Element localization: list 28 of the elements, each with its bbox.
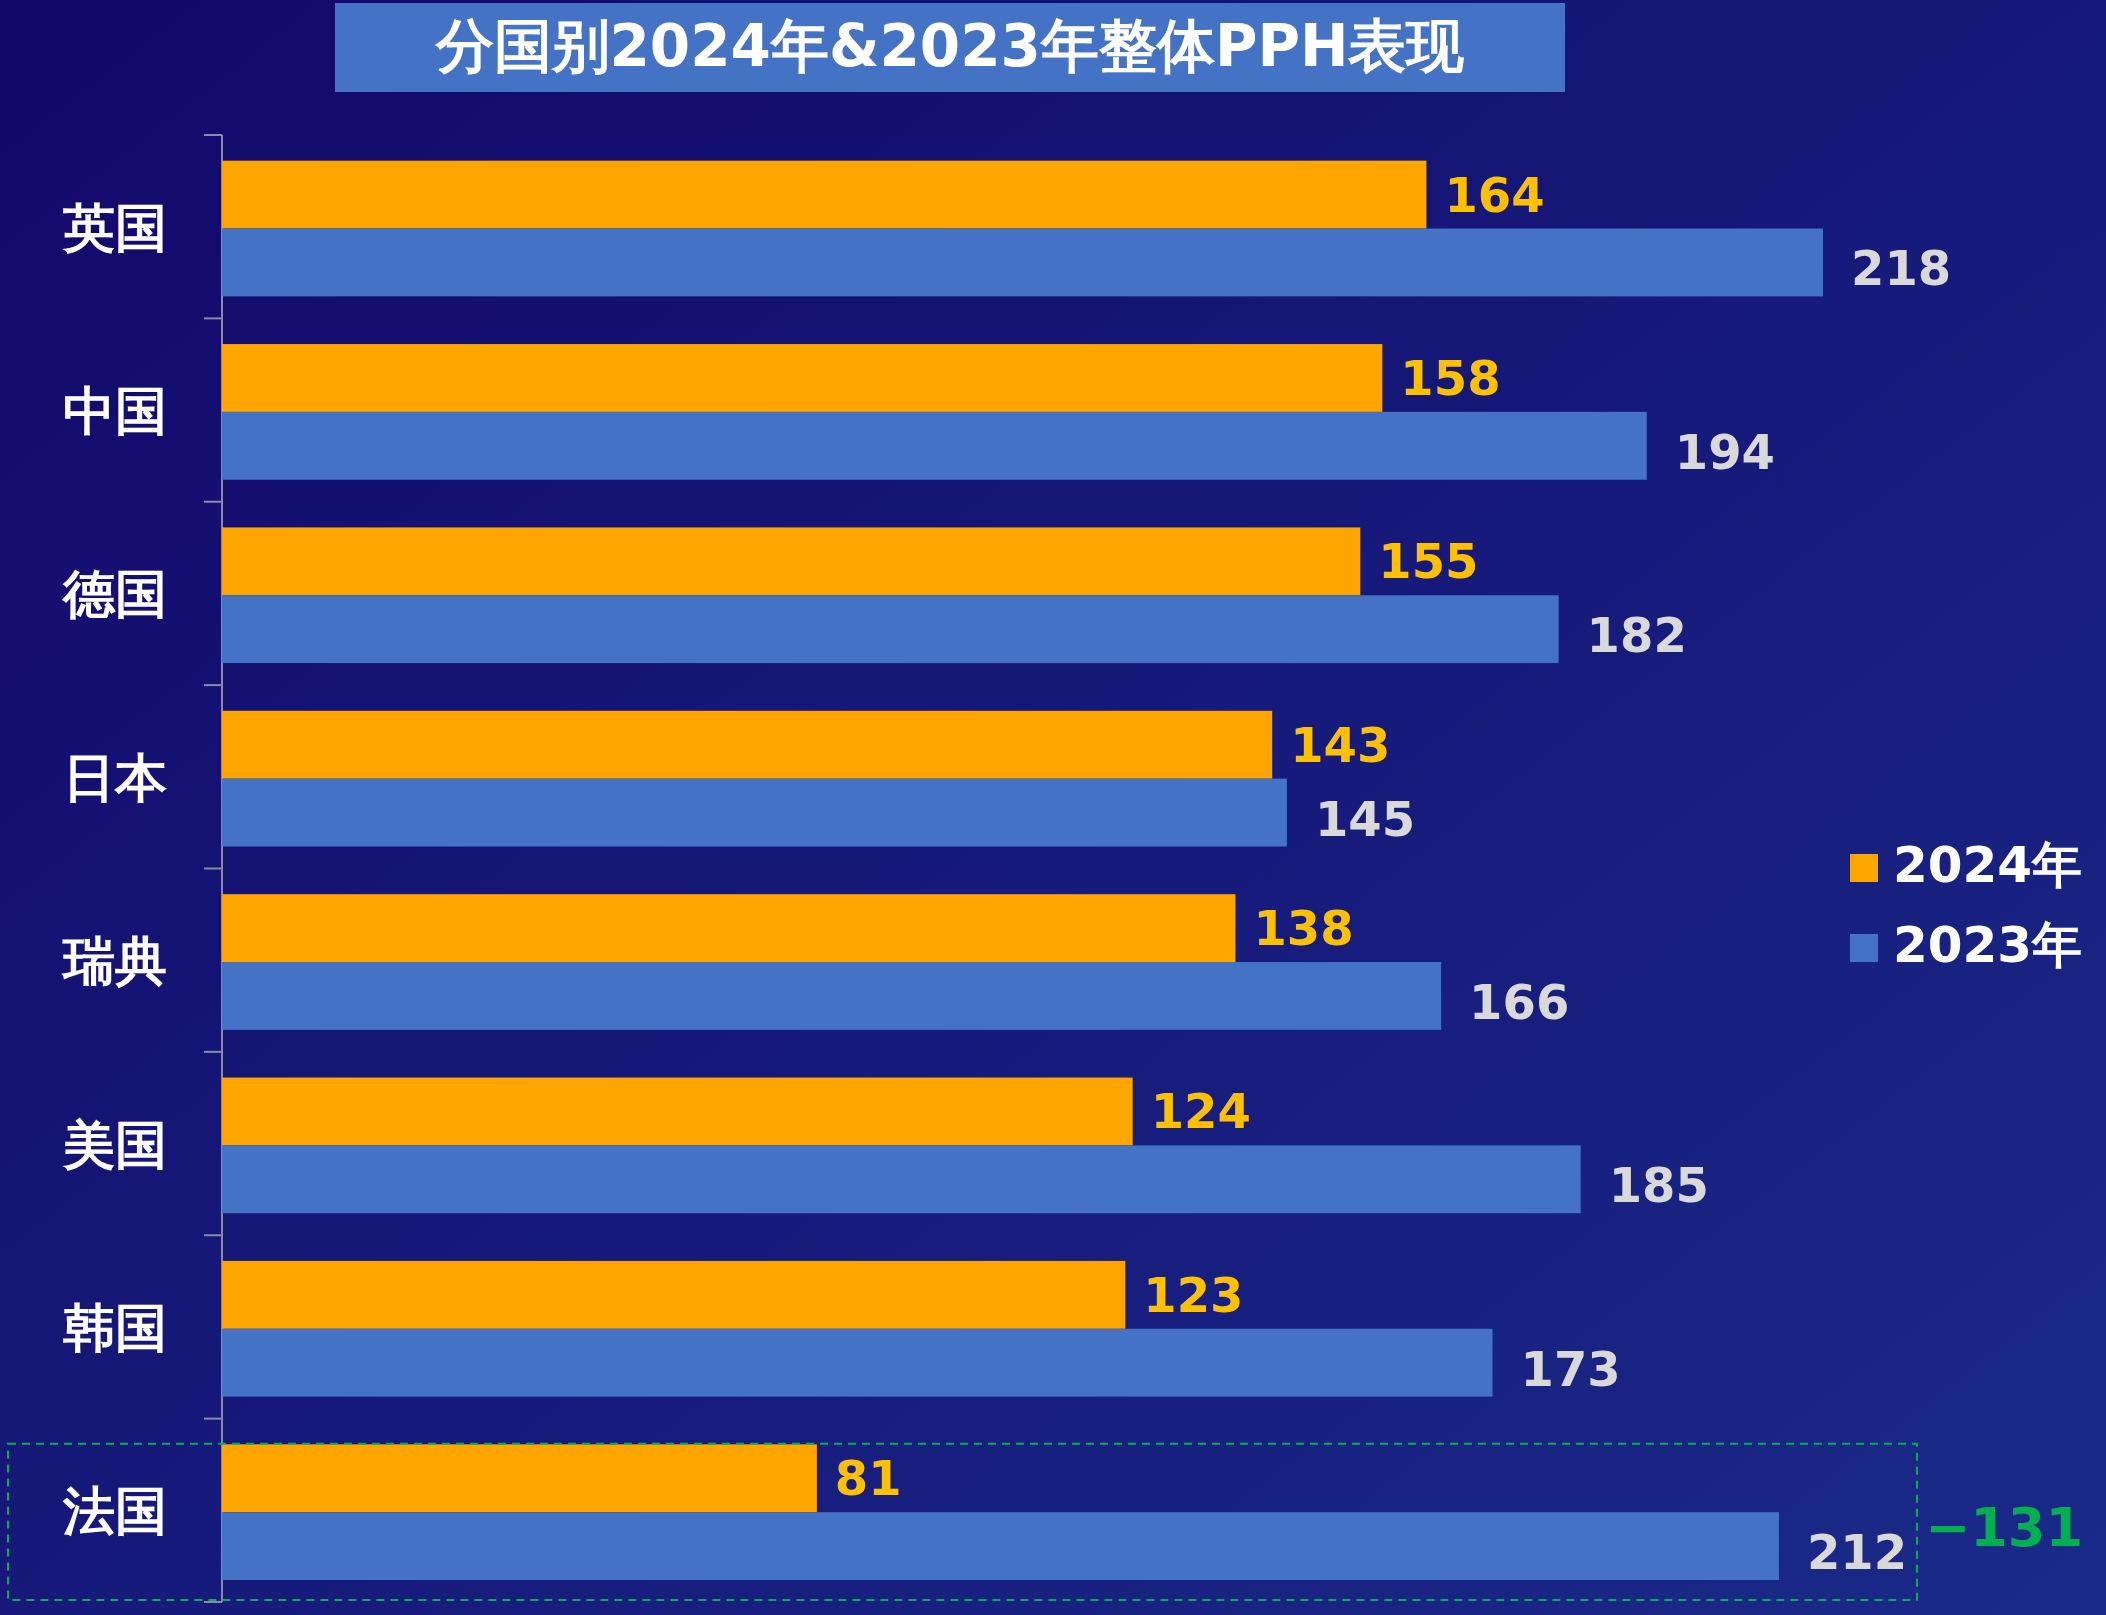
y-tick-label: 美国 bbox=[62, 1114, 167, 1175]
y-tick-label: 英国 bbox=[62, 197, 167, 258]
data-label: 166 bbox=[1469, 973, 1570, 1030]
data-label: 218 bbox=[1851, 240, 1952, 297]
data-label: 212 bbox=[1806, 1524, 1908, 1581]
y-tick-label: 瑞典 bbox=[61, 931, 167, 992]
data-label: 155 bbox=[1378, 533, 1479, 590]
legend-label: 2023年 bbox=[1893, 916, 2083, 974]
y-tick-label: 德国 bbox=[61, 564, 167, 625]
title: 分国别2024年&2023年整体PPH表现 bbox=[435, 12, 1465, 80]
legend-label: 2024年 bbox=[1893, 836, 2083, 894]
data-label: 138 bbox=[1253, 900, 1354, 957]
data-label: 158 bbox=[1400, 349, 1501, 406]
data-label: 185 bbox=[1608, 1157, 1709, 1214]
y-tick-label: 中国 bbox=[63, 381, 167, 442]
y-tick-label: 法国 bbox=[62, 1481, 167, 1542]
data-label: 182 bbox=[1586, 607, 1687, 664]
text: −131 bbox=[1925, 1496, 2083, 1560]
y-tick-label: 韩国 bbox=[63, 1297, 167, 1358]
data-label: 145 bbox=[1314, 790, 1416, 847]
data-label: 143 bbox=[1290, 716, 1391, 773]
data-label: 124 bbox=[1150, 1083, 1251, 1140]
data-label: 164 bbox=[1444, 166, 1545, 223]
data-label: 81 bbox=[834, 1450, 902, 1507]
data-label: 194 bbox=[1674, 423, 1775, 480]
data-label: 123 bbox=[1143, 1266, 1244, 1323]
y-tick-label: 日本 bbox=[63, 747, 167, 808]
data-label: 173 bbox=[1520, 1340, 1621, 1397]
